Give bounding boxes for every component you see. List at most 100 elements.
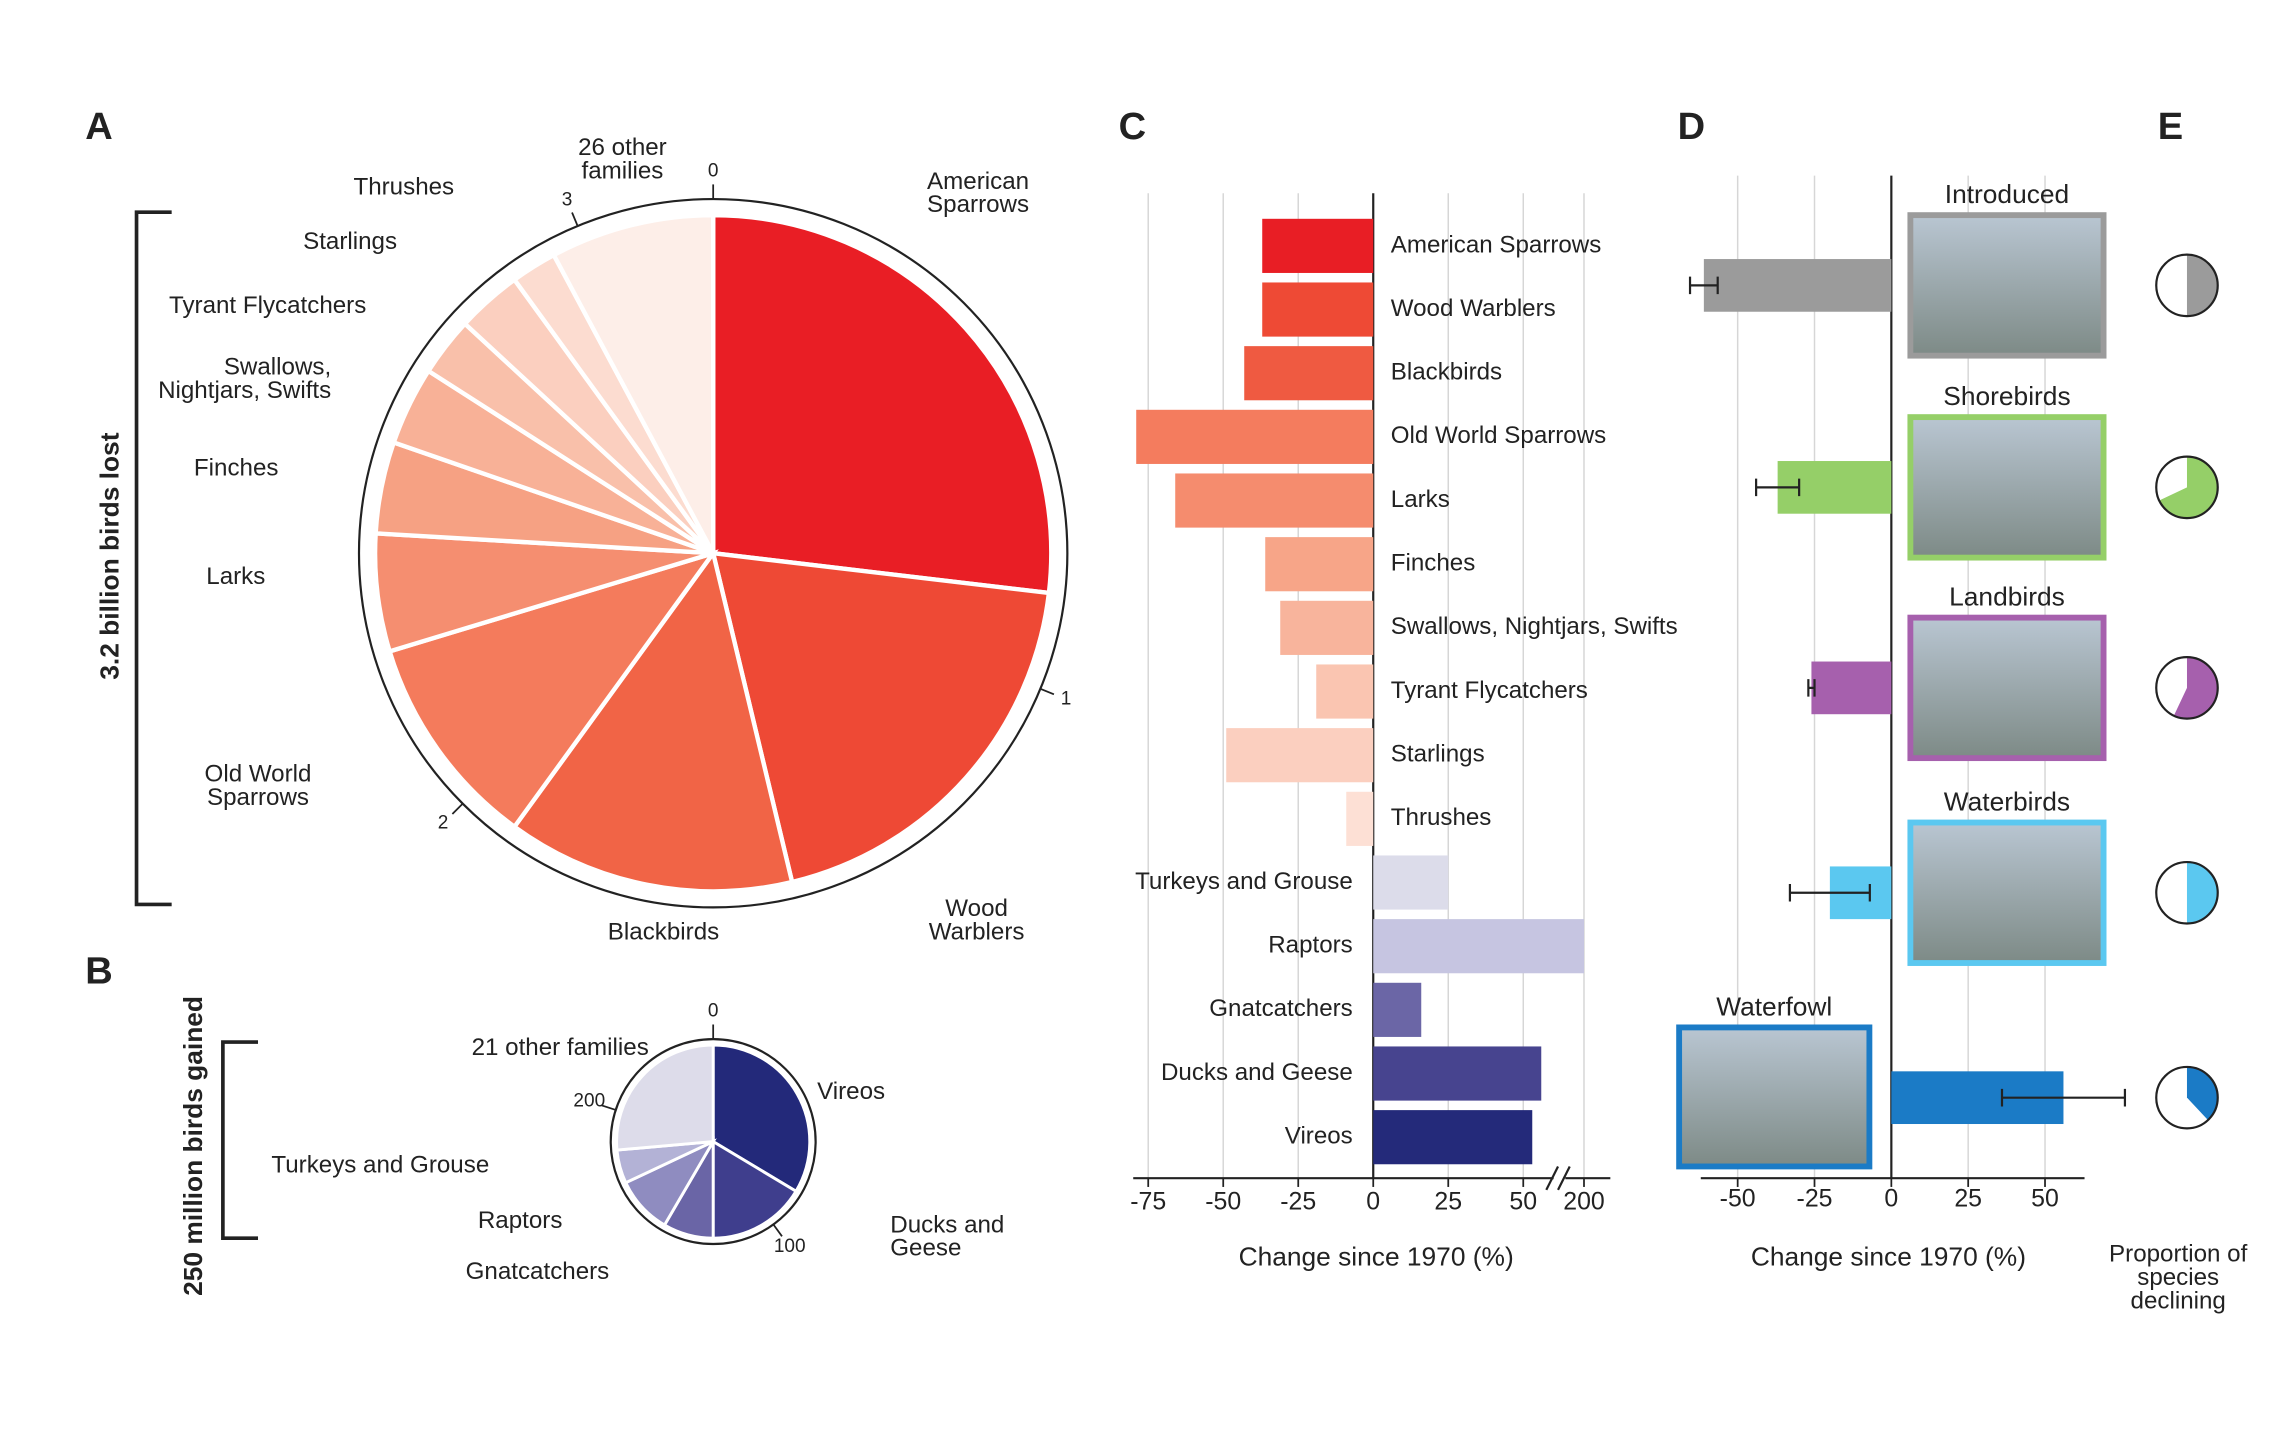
x-tick-label: -25 (1280, 1188, 1316, 1216)
bar (1280, 600, 1374, 655)
bar-label: American Sparrows (1391, 231, 1602, 258)
slice-label: 26 other families (578, 136, 667, 185)
slice-label: Wood Warblers (928, 897, 1025, 946)
x-tick-label: 25 (1434, 1188, 1462, 1216)
group-label: Landbirds (1949, 582, 2065, 612)
bar (1346, 791, 1374, 846)
bar (1316, 664, 1374, 719)
bar (1262, 218, 1374, 273)
error-bar (1755, 478, 1801, 497)
mini-pie-wedge (2186, 862, 2218, 924)
ring-tick (1040, 687, 1055, 696)
mini-pie-outline (2155, 1065, 2219, 1130)
pie-wedge (711, 1138, 799, 1240)
group-label: Shorebirds (1943, 381, 2070, 411)
bar (1373, 1046, 1542, 1101)
axis-break (1545, 1165, 1559, 1191)
x-tick-label: 50 (2031, 1185, 2059, 1213)
bar (1265, 537, 1374, 592)
ring-tick-label: 200 (573, 1090, 605, 1111)
slice-label: Ducks and Geese (890, 1213, 1005, 1262)
group-label: Waterbirds (1944, 786, 2070, 816)
label-box: 21 other families (472, 1036, 649, 1060)
label-box: Swallows, Nightjars, Swifts (158, 356, 331, 403)
label-box: Turkeys and Grouse (271, 1153, 490, 1179)
pie-wedge (615, 1043, 715, 1152)
pie-wedge (710, 212, 1054, 596)
mini-pie-wedge (2173, 657, 2218, 719)
label-box: Blackbirds (607, 920, 720, 946)
slice-label: Finches (193, 456, 279, 482)
x-tick-label: 25 (1954, 1185, 1982, 1213)
bracket-label: 250 million birds gained (178, 996, 208, 1296)
photo (1907, 414, 2107, 561)
bar-label: Vireos (1285, 1123, 1353, 1150)
x-axis-label: Change since 1970 (%) (1239, 1242, 1514, 1272)
bar (1175, 473, 1374, 528)
mini-pie-outline (2155, 455, 2219, 520)
mini-pie-outline (2155, 860, 2219, 925)
slice-label: Vireos (817, 1080, 886, 1105)
label-box: Gnatcatchers (465, 1260, 610, 1286)
bar (1262, 282, 1374, 337)
x-tick-label: -25 (1797, 1185, 1833, 1213)
pie-wedge (511, 548, 795, 894)
slice-label: Turkeys and Grouse (271, 1153, 490, 1179)
bar-label: Blackbirds (1391, 359, 1502, 386)
bracket-label: 3.2 billion birds lost (95, 432, 125, 679)
label-box: Old World Sparrows (204, 762, 312, 811)
bar-label: Old World Sparrows (1391, 422, 1606, 449)
ring-tick-label: 0 (708, 1000, 719, 1021)
label-box: Larks (206, 564, 266, 590)
bar (1811, 661, 1892, 715)
bar (1244, 346, 1374, 401)
x-tick-label: 200 (1563, 1188, 1605, 1216)
panel-letter: D (1678, 106, 1705, 148)
label-box: Wood Warblers (928, 897, 1025, 946)
slice-label: Old World Sparrows (204, 762, 312, 811)
slice-label: Raptors (477, 1208, 563, 1234)
mini-pie-wedge (2186, 254, 2218, 317)
pie-wedge (386, 549, 719, 830)
mini-pie-outline (2155, 253, 2219, 318)
group-label: Introduced (1945, 179, 2069, 209)
axis-break (1557, 1165, 1571, 1191)
x-tick-label: -50 (1720, 1185, 1756, 1213)
slice-label: Larks (206, 564, 266, 590)
bar (1226, 728, 1374, 783)
label-box: 26 other families (578, 136, 667, 185)
bar-label: Tyrant Flycatchers (1391, 677, 1588, 704)
photo (1907, 614, 2107, 762)
group-label: Waterfowl (1716, 991, 1832, 1021)
slice-label: Thrushes (353, 175, 455, 201)
x-tick-label: 50 (1509, 1188, 1537, 1216)
bar (1373, 919, 1584, 974)
slice-label: Gnatcatchers (465, 1260, 610, 1286)
bar (1136, 409, 1374, 464)
error-bar (1788, 883, 1871, 902)
photo (1907, 819, 2107, 966)
ring-tick-label: 3 (562, 189, 573, 210)
bar-label: Finches (1391, 550, 1475, 577)
bar-label: Gnatcatchers (1209, 995, 1352, 1022)
label-box: Tyrant Flycatchers (169, 294, 366, 318)
label-box: Thrushes (353, 175, 455, 201)
ring-tick (601, 1104, 617, 1111)
panel-letter: C (1119, 106, 1146, 148)
slice-label: Blackbirds (607, 920, 720, 946)
mini-pie-wedge (2159, 456, 2218, 519)
error-bar (1807, 679, 1816, 697)
bar-label: Larks (1391, 486, 1450, 513)
mini-pie-outline (2155, 656, 2219, 720)
bracket (221, 1040, 259, 1241)
ring-tick-label: 2 (438, 812, 449, 833)
ring-tick-label: 0 (708, 160, 719, 181)
ring-tick (571, 212, 579, 227)
x-tick-label: -50 (1205, 1188, 1241, 1216)
bar-label: Starlings (1391, 741, 1485, 768)
panel-letter: A (85, 106, 112, 148)
x-tick-label: 0 (1884, 1185, 1898, 1213)
panel-letter: B (85, 950, 112, 992)
bar-label: Wood Warblers (1391, 295, 1556, 322)
bar-label: Turkeys and Grouse (1135, 868, 1353, 895)
